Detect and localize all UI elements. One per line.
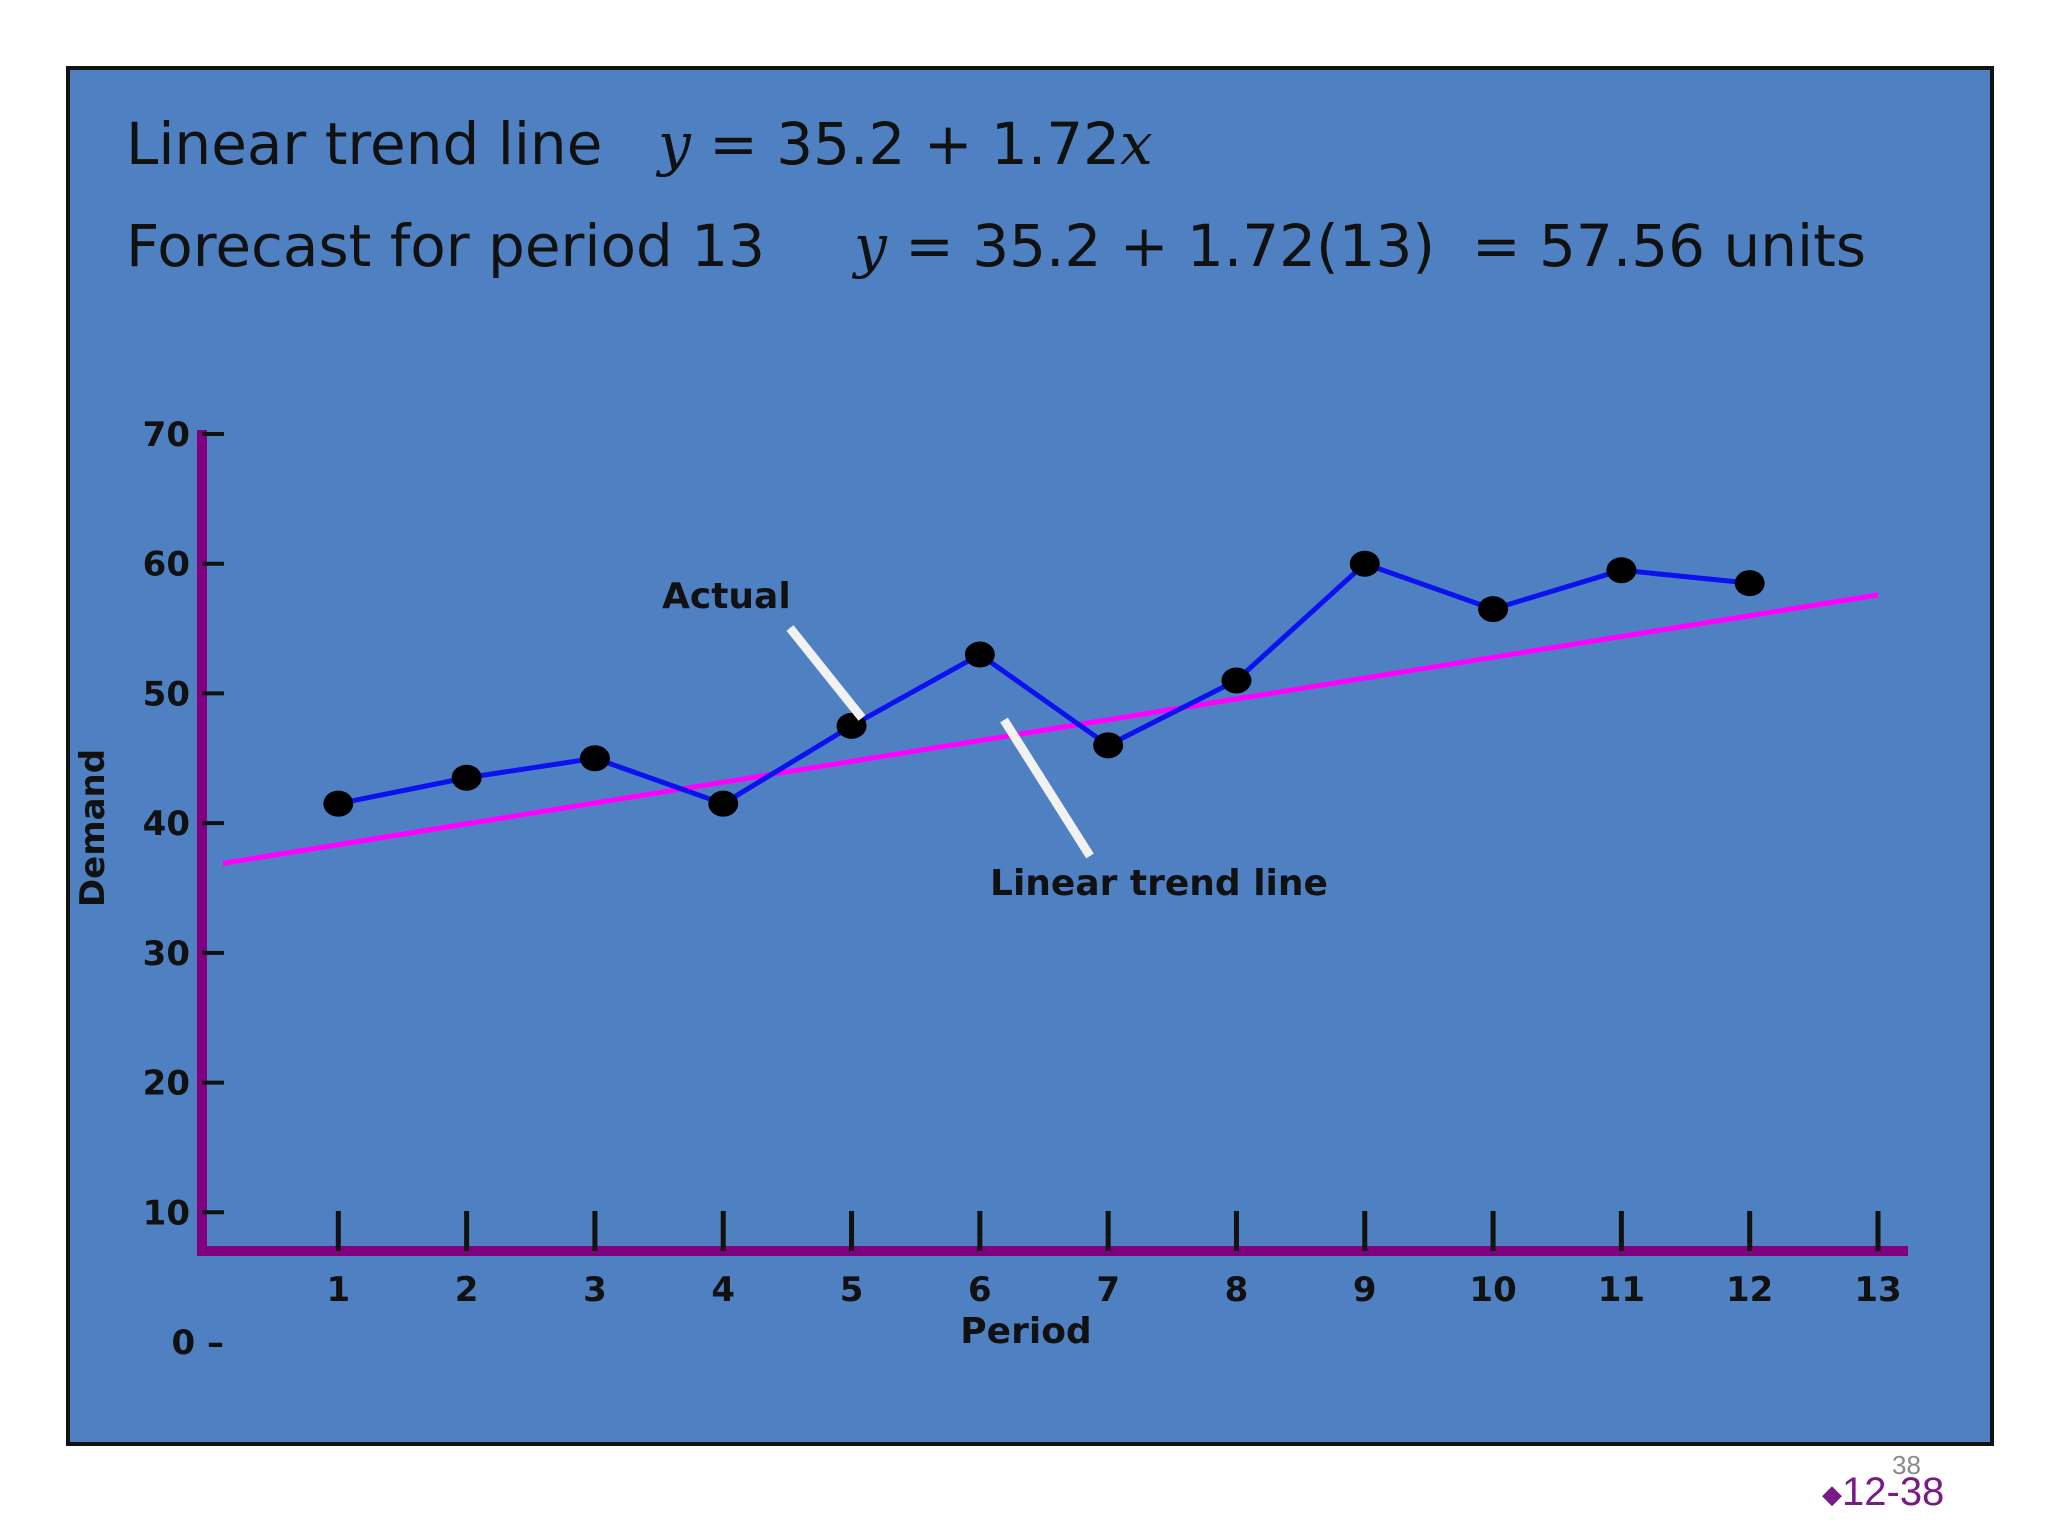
actual-point [964,641,995,668]
actual-point [1093,732,1124,759]
y-tick-label: 10 [143,1193,190,1233]
y-tick-label: 20 [143,1064,190,1104]
x-tick-label: 13 [1854,1270,1901,1310]
actual-point [323,790,354,817]
x-tick-label: 6 [968,1270,992,1310]
x-axis-title: Period [960,1311,1091,1352]
equation-body: = 35.2 + 1.72 [690,110,1121,178]
forecast-equation-body: = 35.2 + 1.72(13) [886,212,1436,280]
equation-y-var: y [658,110,691,178]
x-tick-label: 7 [1096,1270,1120,1310]
actual-callout-line [786,625,866,721]
actual-point [1734,570,1765,597]
trend-annotation: Linear trend line [990,863,1328,904]
forecast-heading: Forecast for period 13 [126,212,765,280]
x-tick-label: 5 [840,1270,864,1310]
y-tick-label: 50 [143,674,190,714]
actual-point [1606,557,1637,584]
x-tick-label: 9 [1353,1270,1377,1310]
y-tick-label: 70 [143,415,190,455]
forecast-equation: y = 35.2 + 1.72(13) [854,212,1435,280]
x-tick-label: 10 [1469,1270,1516,1310]
actual-point [708,790,739,817]
x-tick-label: 12 [1726,1270,1773,1310]
y-tick-label: 30 [143,934,190,974]
slide-number: ◆12-38 [1822,1470,1944,1515]
actual-annotation: Actual [662,576,791,617]
y-tick-label: 0 – [172,1323,225,1363]
forecast-y-var: y [854,212,887,280]
x-tick-label: 8 [1225,1270,1249,1310]
actual-line [337,560,1750,807]
trend-callout-line [1000,717,1094,859]
actual-point [1349,550,1380,577]
y-tick-label: 60 [143,545,190,585]
actual-point [1478,596,1509,623]
y-axis-title: Demand [73,749,113,907]
trend-line [222,592,1879,866]
trend-line-heading: Linear trend line [126,110,602,178]
equation-x-var: x [1120,110,1153,178]
forecast-result-value: = 57.56 units [1472,212,1867,280]
x-tick-label: 1 [326,1270,350,1310]
forecast-label: Forecast for period 13 [126,212,766,280]
page-number: 38 [1892,1450,1921,1480]
trend-line-label: Linear trend line [126,110,603,178]
forecast-result: = 57.56 units [1472,212,1866,280]
actual-point [579,745,610,772]
x-tick-label: 4 [711,1270,735,1310]
actual-point [451,764,482,791]
diamond-icon: ◆ [1822,1478,1842,1509]
x-tick-label: 3 [583,1270,607,1310]
slide-panel: Linear trend line y = 35.2 + 1.72x Forec… [66,66,1994,1446]
y-tick-label: 40 [143,804,190,844]
x-tick-label: 2 [455,1270,479,1310]
trend-line-equation: y = 35.2 + 1.72x [658,110,1153,178]
actual-point [1221,667,1252,694]
x-tick-label: 11 [1598,1270,1645,1310]
slide-number-text: 12-38 [1842,1470,1945,1514]
